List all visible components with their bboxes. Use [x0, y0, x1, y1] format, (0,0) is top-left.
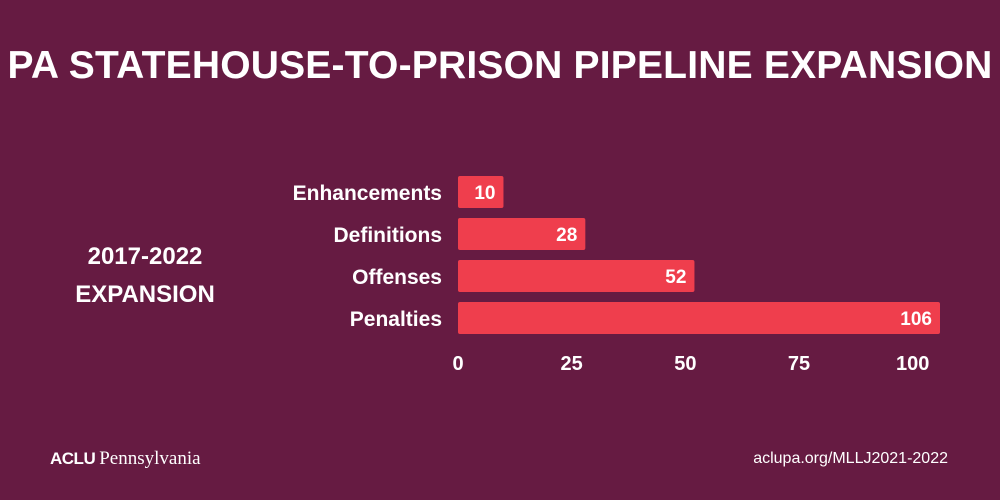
bar-penalties: [458, 302, 940, 334]
bar-enhancements: [458, 176, 504, 208]
category-label-offenses: Offenses: [352, 266, 442, 289]
category-label-definitions: Definitions: [334, 224, 443, 247]
data-label-definitions: 28: [556, 225, 577, 246]
logo-state-text: Pennsylvania: [99, 448, 201, 469]
data-label-offenses: 52: [665, 267, 686, 288]
x-tick-label-75: 75: [788, 353, 810, 375]
logo-aclu-text: ACLU: [50, 449, 96, 468]
bar-definitions: [458, 218, 586, 250]
side-label-years: 2017-2022: [87, 243, 203, 270]
x-tick-label-50: 50: [674, 353, 696, 375]
aclu-pennsylvania-logo: ACLU Pennsylvania: [50, 448, 201, 470]
data-label-enhancements: 10: [474, 183, 495, 204]
chart-title: PA STATEHOUSE-TO-PRISON PIPELINE EXPANSI…: [7, 44, 993, 87]
source-url: aclupa.org/MLLJ2021-2022: [753, 450, 948, 467]
bar-offenses: [458, 260, 695, 292]
side-label: 2017-2022 EXPANSION: [30, 238, 260, 314]
x-tick-label-100: 100: [896, 353, 929, 375]
data-label-penalties: 106: [900, 309, 932, 330]
category-label-penalties: Penalties: [350, 308, 442, 331]
x-tick-label-25: 25: [561, 353, 583, 375]
category-label-enhancements: Enhancements: [293, 182, 442, 205]
side-label-expansion: EXPANSION: [75, 281, 215, 308]
x-tick-label-0: 0: [452, 353, 463, 375]
